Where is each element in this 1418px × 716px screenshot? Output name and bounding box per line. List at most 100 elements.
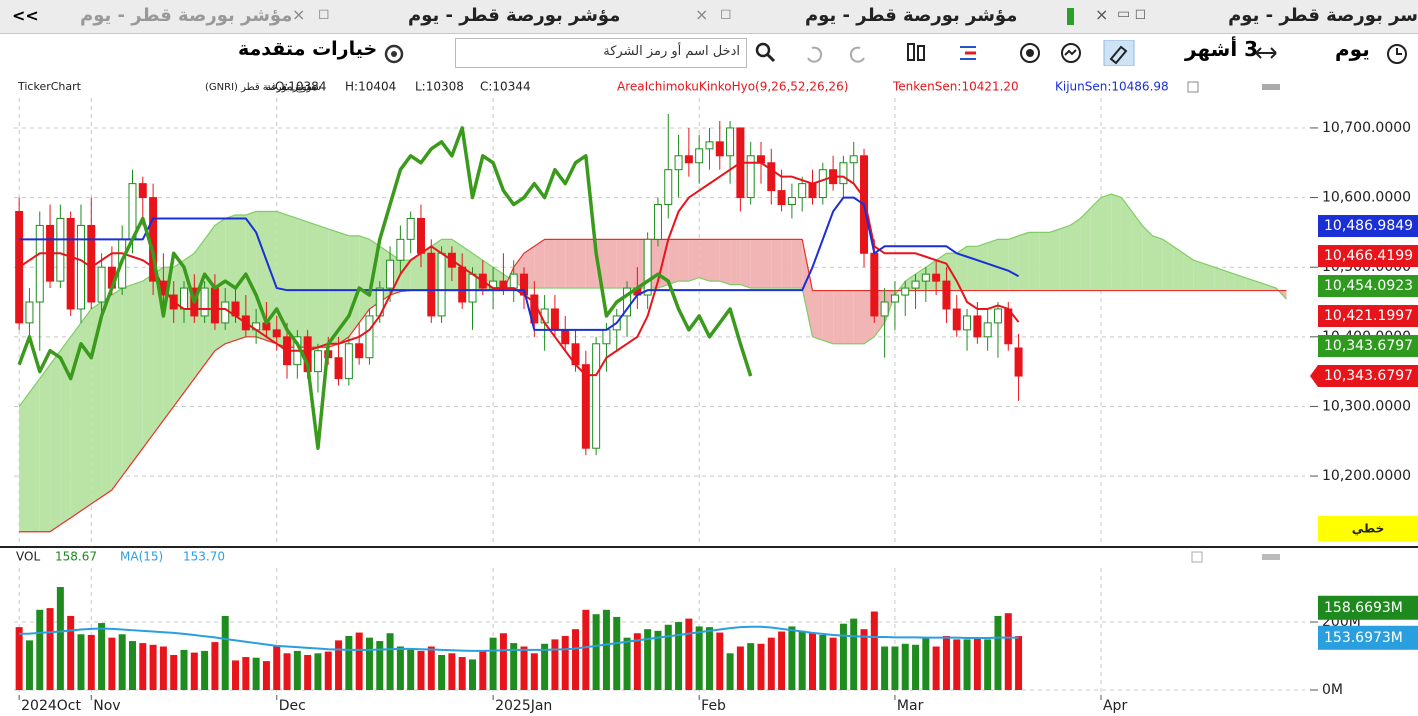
gear-icon[interactable]	[383, 43, 405, 65]
search-icon[interactable]	[753, 40, 777, 64]
cloud-segment	[19, 392, 30, 532]
cloud-segment	[750, 239, 761, 289]
volume-bar	[912, 644, 920, 690]
tab-close[interactable]: ×	[695, 5, 709, 24]
volume-bar	[407, 648, 415, 690]
price-label-box	[1318, 245, 1418, 268]
volume-bar	[747, 643, 755, 690]
pane-controls[interactable]	[1183, 80, 1293, 95]
x-tick-label: Mar	[897, 698, 924, 714]
volume-bar	[685, 618, 693, 690]
volume-bar	[15, 627, 23, 690]
candle-body	[643, 238, 652, 296]
volume-bar	[695, 626, 703, 690]
volume-bar	[705, 627, 713, 690]
volume-value: 158.67	[55, 550, 97, 564]
candle-body	[808, 183, 817, 199]
pane-control[interactable]	[1187, 81, 1199, 93]
candle-body	[200, 287, 209, 317]
volume-bar	[67, 615, 75, 690]
price-label: 10,343.6797	[1324, 338, 1413, 354]
candle-body	[664, 169, 673, 206]
volume-bar	[98, 623, 106, 690]
candle-body	[767, 162, 776, 192]
tab[interactable]: مؤشر بورصة قطر - يوم	[408, 5, 621, 26]
cloud-segment	[967, 246, 978, 291]
range-icon[interactable]	[1253, 43, 1279, 63]
y-tick-label: 10,600.0000	[1322, 190, 1411, 206]
volume-bar	[561, 635, 569, 690]
volume-bar	[788, 626, 796, 690]
tool-icons[interactable]	[800, 40, 1240, 66]
cloud-segment	[245, 211, 257, 337]
clock-icon[interactable]	[1385, 42, 1409, 66]
cloud-segment	[678, 239, 689, 282]
cloud-segment	[132, 281, 143, 463]
price-label: 10,466.4199	[1324, 248, 1413, 264]
tab-close[interactable]: ×	[292, 5, 306, 24]
candle-body	[416, 217, 425, 254]
line-button-label[interactable]: خطي	[1352, 522, 1384, 536]
cloud-segment	[39, 364, 51, 532]
volume-bar	[221, 615, 229, 690]
candle-body	[674, 155, 683, 171]
cloud-segment	[1111, 194, 1122, 291]
candle-body	[890, 294, 899, 303]
tab[interactable]: مؤشر بورصة قطر - يوم	[805, 5, 1018, 26]
cloud-segment	[1059, 225, 1071, 291]
volume-bar	[963, 639, 971, 690]
cloud-segment	[740, 239, 751, 289]
volume-bar	[159, 646, 167, 690]
volume-bar	[891, 646, 899, 690]
volume-bar	[850, 618, 858, 690]
scroll-tabs[interactable]: <<	[12, 6, 39, 25]
volume-bar	[262, 661, 270, 690]
cloud-segment	[359, 235, 370, 323]
volume-pane-controls[interactable]	[1165, 550, 1283, 564]
cloud-segment	[204, 225, 215, 365]
header-open: O:10384	[275, 80, 326, 94]
cloud-segment	[719, 239, 731, 285]
range-selector[interactable]: 3 أشهر	[1185, 37, 1259, 61]
period-selector[interactable]: يوم	[1335, 37, 1370, 61]
candle-body	[942, 280, 951, 310]
volume-bar	[458, 657, 466, 690]
cloud-segment	[317, 225, 329, 348]
cloud-segment	[1183, 253, 1194, 291]
tab[interactable]: مؤشر بورصة قطر - يوم	[80, 5, 293, 26]
search-box[interactable]: ادخل اسم أو رمز الشركة	[455, 38, 747, 68]
tab-close[interactable]: ×	[1095, 5, 1109, 24]
advanced-options[interactable]: خيارات متقدمة	[238, 38, 378, 60]
tab-controls[interactable]: ◻	[318, 6, 330, 22]
header-tenkan: TenkenSen:10421.20	[892, 80, 1019, 94]
candle-body	[932, 273, 941, 282]
volume-bar	[942, 635, 950, 690]
tab-controls[interactable]: ▭ ◻	[1117, 6, 1147, 22]
cloud-segment	[1224, 270, 1235, 291]
volume-bar	[180, 649, 188, 690]
volume-bar	[602, 609, 610, 690]
candle-body	[272, 329, 281, 338]
cloud-segment	[1152, 235, 1163, 291]
header-source: TickerChart	[17, 80, 82, 93]
candle-body	[437, 252, 446, 317]
volume-bar	[592, 614, 600, 690]
volume-bar	[726, 653, 734, 690]
cloud-segment	[802, 239, 813, 337]
volume-bar	[839, 623, 847, 690]
header-kijun: KijunSen:10486.98	[1055, 80, 1169, 94]
tab[interactable]: سر بورصة قطر - يوم	[1228, 5, 1418, 26]
cloud-segment	[760, 239, 772, 289]
line-button[interactable]	[1318, 516, 1418, 541]
cloud-segment	[771, 239, 782, 289]
candle-body	[210, 287, 219, 324]
candle-body	[787, 197, 796, 206]
volume-bar	[881, 646, 889, 690]
volume-bar	[716, 632, 724, 690]
cloud-segment	[606, 239, 617, 289]
volume-bar	[149, 644, 157, 690]
volume-bar	[293, 650, 301, 690]
pane-control[interactable]	[1262, 84, 1280, 90]
cloud-segment	[101, 295, 112, 497]
tab-controls[interactable]: ◻	[720, 6, 732, 22]
